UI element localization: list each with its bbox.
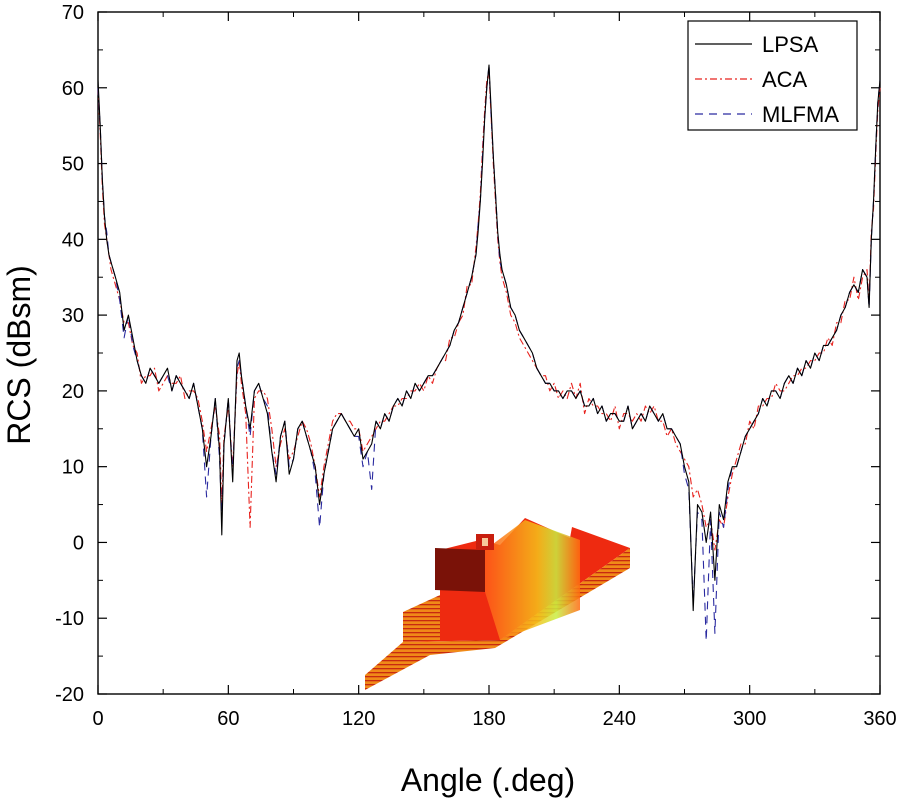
- ship-bridge-face: [485, 520, 580, 640]
- series-layer: [97, 64, 881, 642]
- ship-mast-top: [482, 538, 488, 546]
- y-tick-label: 0: [73, 532, 84, 554]
- legend-label-mlfma: MLFMA: [762, 102, 839, 127]
- series-line-lpsa: [97, 64, 881, 612]
- y-tick-label: -10: [55, 608, 84, 630]
- x-tick-label: 180: [472, 708, 505, 730]
- legend-label-aca: ACA: [762, 67, 808, 92]
- y-tick-label: 20: [62, 381, 84, 403]
- x-axis-title: Angle (.deg): [401, 762, 575, 798]
- x-tick-label: 0: [92, 708, 103, 730]
- ship-superstructure: [403, 595, 440, 642]
- y-tick-label: 70: [62, 2, 84, 24]
- x-tick-label: 360: [863, 708, 896, 730]
- x-tick-label: 240: [603, 708, 636, 730]
- y-tick-label: 50: [62, 154, 84, 176]
- ship-model-inset: [365, 518, 630, 690]
- y-axis-title: RCS (dBsm): [1, 265, 37, 445]
- x-tick-label: 120: [342, 708, 375, 730]
- x-tick-label: 300: [733, 708, 766, 730]
- y-tick-label: 40: [62, 229, 84, 251]
- axes: 0 60 120 180 240 300 360 -20 -10 0 10 20 30 40 50 60 70: [55, 2, 897, 730]
- legend-box: [687, 20, 858, 131]
- legend: LPSA ACA MLFMA: [687, 20, 858, 131]
- x-tick-label: 60: [217, 708, 239, 730]
- ship-hull: [365, 548, 630, 690]
- y-tick-label: 30: [62, 305, 84, 327]
- ship-bridge: [435, 548, 485, 592]
- y-tick-label: -20: [55, 684, 84, 706]
- y-tick-label: 60: [62, 78, 84, 100]
- legend-label-lpsa: LPSA: [762, 32, 819, 57]
- y-tick-label: 10: [62, 457, 84, 479]
